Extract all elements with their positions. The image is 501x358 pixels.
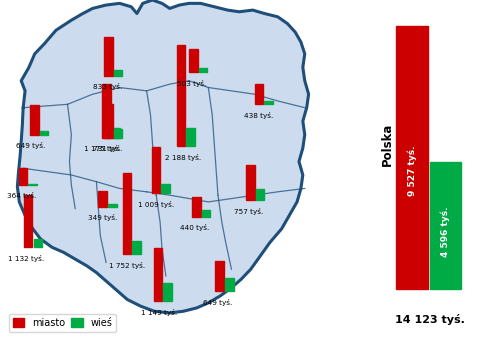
Text: 503 tyś.: 503 tyś. — [177, 80, 207, 87]
Text: 4 596 tyś.: 4 596 tyś. — [441, 207, 450, 257]
Bar — [104, 37, 113, 76]
Bar — [192, 197, 200, 217]
Polygon shape — [18, 0, 309, 313]
Bar — [246, 165, 255, 200]
Bar — [186, 128, 195, 146]
Text: 833 tyś.: 833 tyś. — [93, 83, 123, 90]
Bar — [104, 104, 113, 138]
Bar — [161, 184, 170, 193]
Bar — [28, 184, 37, 185]
Bar — [152, 147, 160, 193]
Text: 364 tyś.: 364 tyś. — [7, 193, 36, 199]
Bar — [153, 248, 162, 301]
Text: 1 009 tyś.: 1 009 tyś. — [138, 201, 174, 208]
Bar — [102, 84, 111, 138]
Text: 440 tyś.: 440 tyś. — [180, 224, 209, 232]
Bar — [108, 204, 117, 207]
Text: 9 527 tyś.: 9 527 tyś. — [407, 145, 417, 196]
Bar — [189, 49, 197, 72]
Bar — [114, 129, 122, 138]
Text: 2 188 tyś.: 2 188 tyś. — [165, 154, 201, 161]
Bar — [98, 191, 107, 207]
Bar — [30, 105, 39, 135]
Bar — [24, 195, 33, 247]
Bar — [225, 278, 233, 291]
Text: 1 175 tyś.: 1 175 tyś. — [84, 145, 120, 153]
Text: 438 tyś.: 438 tyś. — [244, 112, 273, 119]
Bar — [112, 128, 120, 138]
Bar — [123, 173, 131, 254]
Legend: miasto, wieś: miasto, wieś — [9, 314, 116, 332]
Bar — [177, 45, 185, 146]
Bar — [132, 241, 141, 254]
Text: 1 752 tyś.: 1 752 tyś. — [109, 262, 145, 269]
Text: 14 123 tyś.: 14 123 tyś. — [395, 314, 464, 325]
Bar — [114, 70, 122, 76]
Text: 1 132 tyś.: 1 132 tyś. — [8, 255, 44, 262]
Bar — [40, 131, 48, 135]
Text: 649 tyś.: 649 tyś. — [16, 142, 46, 149]
Bar — [396, 26, 428, 289]
Bar — [255, 84, 263, 104]
Bar — [163, 284, 172, 301]
Bar — [19, 168, 27, 185]
Bar — [199, 68, 207, 72]
Text: 649 tyś.: 649 tyś. — [202, 299, 232, 306]
Bar — [202, 211, 210, 217]
Text: 349 tyś.: 349 tyś. — [88, 214, 117, 221]
Bar — [430, 162, 461, 289]
Bar — [265, 101, 273, 104]
Bar — [215, 261, 224, 291]
Bar — [34, 239, 42, 247]
Text: 1 149 tyś.: 1 149 tyś. — [141, 309, 177, 316]
Bar — [256, 189, 265, 200]
Text: 731 tyś.: 731 tyś. — [93, 145, 123, 153]
Text: 757 tyś.: 757 tyś. — [234, 208, 263, 215]
Text: Polska: Polska — [380, 122, 393, 166]
